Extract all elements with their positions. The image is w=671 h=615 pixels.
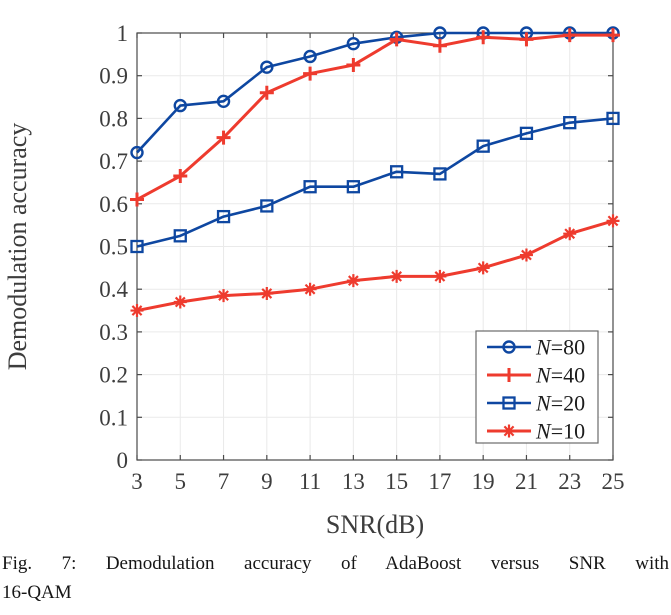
y-tick-label: 0.4 [99, 277, 128, 302]
marker-square [519, 126, 534, 140]
marker-circle [346, 36, 361, 51]
x-tick-label: 9 [261, 469, 273, 494]
marker-asterisk [217, 289, 231, 303]
marker-square [563, 116, 577, 130]
y-tick-label: 0.8 [99, 106, 128, 131]
marker-asterisk [606, 214, 620, 228]
y-tick-label: 0.7 [99, 149, 128, 174]
marker-circle [502, 340, 516, 354]
x-tick-label: 15 [385, 469, 408, 494]
x-tick-label: 23 [558, 469, 581, 494]
x-tick-label: 7 [218, 469, 230, 494]
marker-plus [562, 28, 577, 43]
marker-plus [476, 30, 491, 45]
y-axis-label: Demodulation accuracy [3, 123, 32, 371]
marker-plus [606, 28, 620, 43]
y-tick-label: 0.6 [99, 192, 128, 217]
x-axis-label: SNR(dB) [326, 510, 424, 539]
x-tick-label: 21 [515, 469, 538, 494]
figure-caption: Fig. 7: Demodulation accuracy of AdaBoos… [2, 550, 669, 607]
marker-asterisk [260, 286, 274, 300]
series-line-N-80 [136, 31, 613, 154]
marker-plus [519, 32, 534, 47]
marker-plus [502, 368, 516, 382]
marker-square [216, 209, 231, 224]
marker-asterisk [303, 282, 317, 296]
marker-asterisk [476, 261, 490, 275]
x-tick-label: 13 [342, 469, 365, 494]
marker-plus [130, 192, 144, 207]
series-line-N-10 [136, 219, 614, 313]
marker-square [476, 139, 490, 153]
series-line-N-20 [136, 117, 614, 248]
marker-circle [433, 26, 447, 40]
marker-square [433, 167, 447, 181]
marker-plus [303, 66, 318, 81]
marker-square [260, 199, 274, 213]
marker-square [173, 229, 187, 243]
marker-asterisk [563, 227, 577, 241]
demodulation-accuracy-chart: 3 5 7 9 11 13 15 17 19 21 23 25 0 0.1 0.2 0.3 0.4 0.5 0.6 0… [3, 21, 625, 539]
y-tick-label: 0.3 [99, 320, 128, 345]
x-tick-label: 17 [428, 469, 451, 494]
marker-asterisk [519, 248, 533, 262]
marker-asterisk [346, 274, 360, 288]
legend-label-N-20: N=20 [535, 391, 585, 416]
caption-line-2: 16-QAM [2, 581, 72, 603]
x-tick-label: 19 [472, 469, 495, 494]
series-line-N-40 [136, 33, 613, 201]
marker-plus [346, 58, 361, 73]
legend-label-N-40: N=40 [535, 363, 585, 388]
marker-square [502, 396, 516, 410]
x-tick-label: 3 [131, 469, 143, 494]
marker-asterisk [390, 269, 404, 283]
marker-circle [303, 49, 317, 64]
marker-plus [432, 38, 447, 53]
legend-label-N-10: N=10 [535, 419, 585, 444]
marker-plus [173, 169, 188, 184]
marker-square [130, 239, 144, 254]
y-tick-label: 0 [117, 448, 129, 473]
marker-plus [216, 130, 231, 145]
marker-circle [216, 94, 231, 109]
marker-asterisk [130, 304, 144, 318]
y-tick-label: 0.5 [99, 235, 128, 260]
x-tick-label: 5 [175, 469, 187, 494]
marker-square [389, 165, 404, 179]
marker-asterisk [433, 269, 447, 283]
x-tick-label: 25 [602, 469, 625, 494]
marker-circle [130, 145, 144, 160]
marker-square [346, 180, 361, 194]
marker-circle [260, 60, 274, 74]
caption-line-1: Fig. 7: Demodulation accuracy of AdaBoos… [2, 553, 669, 574]
y-tick-label: 1 [117, 21, 129, 46]
marker-asterisk [173, 295, 187, 309]
marker-plus [389, 32, 404, 47]
marker-square [606, 111, 620, 126]
y-tick-label: 0.2 [99, 363, 128, 388]
marker-circle [173, 98, 187, 113]
marker-asterisk [502, 424, 516, 438]
y-tick-label: 0.1 [99, 405, 128, 430]
marker-plus [259, 85, 274, 100]
y-tick-label: 0.9 [99, 64, 128, 89]
marker-square [303, 180, 317, 194]
x-tick-label: 11 [299, 469, 321, 494]
legend-box [475, 330, 599, 444]
legend-label-N-80: N=80 [535, 335, 585, 360]
